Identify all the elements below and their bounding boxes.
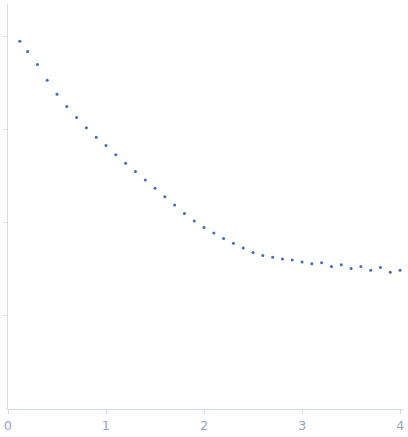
svg-text:4: 4 <box>396 418 404 433</box>
svg-text:2: 2 <box>200 418 208 433</box>
svg-text:3: 3 <box>298 418 306 433</box>
svg-text:0: 0 <box>4 418 12 433</box>
svg-text:1: 1 <box>102 418 110 433</box>
